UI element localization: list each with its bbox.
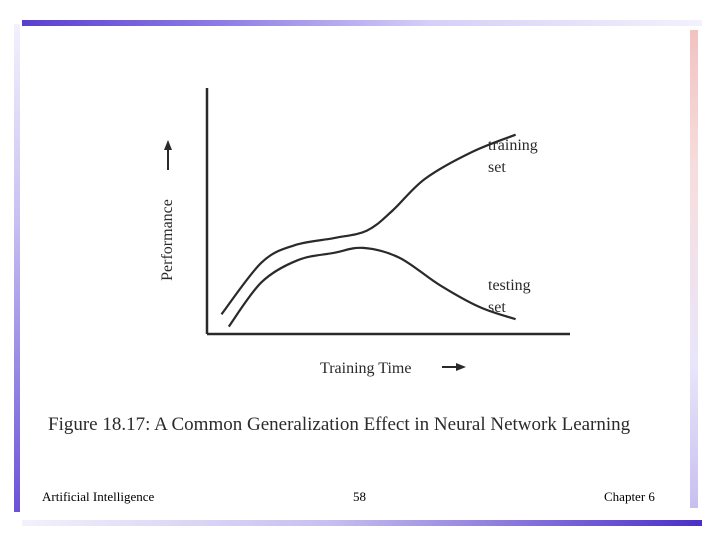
series-label-training-line1: training <box>488 137 538 154</box>
left-accent-bar <box>14 24 20 512</box>
chart-svg: Performance Training Time training set t… <box>159 88 570 377</box>
x-axis-label: Training Time <box>320 360 411 377</box>
series-line-testing-set <box>227 246 516 328</box>
series-line-training-set <box>220 133 517 315</box>
figure-chart: Performance Training Time training set t… <box>140 70 580 390</box>
series-label-training-line2: set <box>488 159 506 176</box>
footer-chapter: Chapter 6 <box>604 489 655 504</box>
x-axis-arrow <box>442 363 466 371</box>
figure-caption: Figure 18.17: A Common Generalization Ef… <box>48 414 631 435</box>
series-label-testing-line2: set <box>488 299 506 316</box>
footer-page-number: 58 <box>353 489 366 504</box>
y-axis-arrow <box>164 140 172 170</box>
bottom-accent-bar <box>22 520 702 526</box>
footer-course-title: Artificial Intelligence <box>42 489 155 504</box>
right-accent-bar <box>690 30 698 508</box>
top-accent-bar <box>22 20 702 26</box>
series-label-testing-line1: testing <box>488 277 531 294</box>
y-axis-label: Performance <box>159 199 176 281</box>
